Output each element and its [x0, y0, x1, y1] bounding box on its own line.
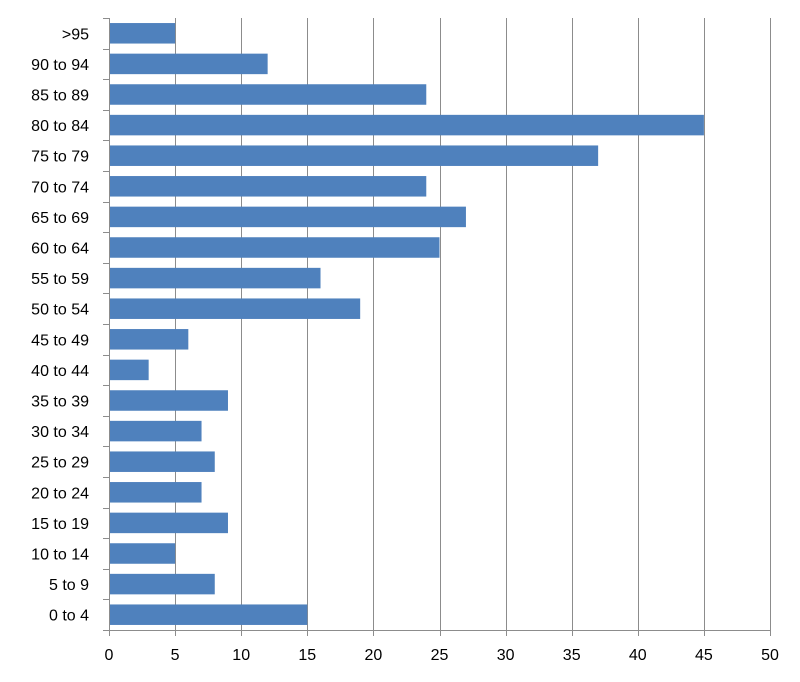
bar-3	[109, 512, 228, 534]
category-label: 65 to 69	[31, 210, 89, 227]
category-label: 55 to 59	[31, 271, 89, 288]
bar-12	[109, 237, 440, 258]
category-label: 60 to 64	[31, 241, 89, 258]
bar-10	[109, 298, 361, 319]
category-label: 75 to 79	[31, 149, 89, 166]
category-label: 90 to 94	[31, 57, 89, 74]
x-tick-label: 25	[431, 647, 449, 664]
bar-13	[109, 206, 466, 228]
category-label: 45 to 49	[31, 332, 89, 349]
axes	[103, 18, 771, 636]
category-label: 70 to 74	[31, 179, 89, 196]
category-label: 20 to 24	[31, 485, 89, 502]
bar-14	[109, 176, 427, 197]
bar-0	[109, 604, 308, 625]
x-tick-label: 50	[761, 647, 779, 664]
x-tick-label: 5	[171, 647, 180, 664]
bar-19	[109, 23, 176, 44]
bar-2	[109, 543, 176, 564]
category-label: 10 to 14	[31, 547, 89, 564]
bar-4	[109, 482, 202, 503]
x-tick-label: 45	[695, 647, 713, 664]
category-label: 80 to 84	[31, 118, 89, 135]
bars	[109, 23, 704, 625]
bar-18	[109, 53, 268, 75]
x-tick-label: 40	[629, 647, 647, 664]
x-tick-label: 20	[365, 647, 383, 664]
category-label: 35 to 39	[31, 394, 89, 411]
gridlines	[175, 18, 771, 630]
bar-6	[109, 420, 202, 442]
bar-15	[109, 145, 599, 166]
category-labels: 0 to 4 5 to 9 10 to 14 15 to 19 20 to 24 25 t…	[31, 26, 89, 624]
bar-16	[109, 114, 704, 136]
bar-17	[109, 84, 427, 105]
bar-9	[109, 329, 189, 350]
category-label: >95	[62, 26, 89, 43]
category-label: 15 to 19	[31, 516, 89, 533]
category-label: 0 to 4	[49, 608, 89, 625]
bar-11	[109, 267, 321, 289]
category-label: 30 to 34	[31, 424, 89, 441]
category-label: 5 to 9	[49, 577, 89, 594]
category-label: 40 to 44	[31, 363, 89, 380]
bar-1	[109, 573, 215, 595]
x-tick-label: 30	[497, 647, 515, 664]
x-tick-label: 15	[298, 647, 316, 664]
category-label: 25 to 29	[31, 455, 89, 472]
bar-7	[109, 390, 228, 411]
x-tick-label: 10	[232, 647, 250, 664]
category-label: 85 to 89	[31, 88, 89, 105]
bar-8	[109, 359, 149, 381]
x-tick-label: 35	[563, 647, 581, 664]
category-label: 50 to 54	[31, 302, 89, 319]
x-tick-label: 0	[105, 647, 114, 664]
x-tick-labels: 0 5 10 15 20 25 30 35 40 45 50	[105, 647, 779, 664]
bar-5	[109, 451, 215, 472]
